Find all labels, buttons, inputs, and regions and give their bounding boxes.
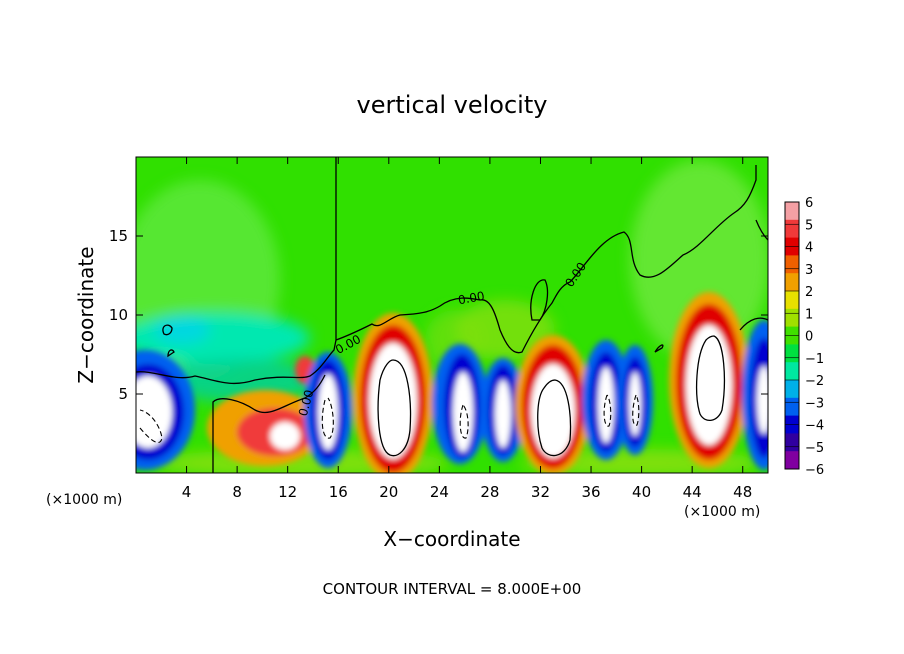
neg-contour-cell9 [632, 394, 640, 426]
weak-downdraft-spot [154, 316, 210, 344]
colorbar-label: 4 [805, 241, 813, 256]
y-tick-label: 10 [109, 306, 128, 324]
colorbar-label: −4 [805, 419, 824, 434]
colorbar-label: 6 [805, 196, 813, 211]
zero-contour-small2 [167, 349, 175, 358]
zero-contour-small1 [162, 324, 173, 336]
x-tick-label: 20 [379, 483, 398, 501]
colorbar-swatch [785, 291, 799, 310]
x-tick-label: 8 [232, 483, 242, 501]
x-tick-label: 4 [182, 483, 192, 501]
contour-interval-note: CONTOUR INTERVAL = 8.000E+00 [323, 580, 582, 598]
colorbar-label: −3 [805, 396, 824, 411]
x-tick-label: 36 [581, 483, 600, 501]
zero-contour-blob [530, 279, 549, 321]
negative-contours [139, 394, 640, 443]
x-tick-label: 44 [683, 483, 702, 501]
mid-contour-cell10 [696, 335, 726, 421]
light-band-upper-right [630, 160, 768, 360]
colorbar-label: −2 [805, 374, 824, 389]
cell-2-core [270, 422, 300, 450]
zero-contour-bottom [212, 374, 326, 473]
colorbar-swatch [785, 308, 799, 328]
cell-10-core [686, 325, 732, 445]
colorbar-label: −1 [805, 352, 824, 367]
cell-8-core [598, 367, 614, 443]
colorbar-swatch [785, 362, 799, 381]
colorbar-swatch [785, 273, 799, 292]
contour-label-2: 0.00 [457, 289, 486, 307]
colorbar: 6 5 4 3 2 1 0 −1 −2 −3 −4 −5 −6 [784, 196, 824, 478]
contour-lines [136, 157, 768, 473]
colorbar-label: 3 [805, 263, 813, 278]
x-tick-label: 32 [531, 483, 550, 501]
mid-contour-cell4 [377, 359, 412, 457]
cell-6-core [495, 380, 511, 448]
x-unit-label-right: (×1000 m) [684, 504, 760, 520]
cell-3-core [318, 374, 338, 450]
mid-contour-cell7 [537, 379, 572, 457]
colorbar-swatch [785, 344, 799, 363]
colorbar-swatch [785, 255, 799, 274]
contour-label-4: 0.00 [296, 388, 316, 417]
cell-11-core [757, 366, 768, 434]
x-axis: 4 8 12 16 20 24 28 32 36 40 44 48 [182, 157, 752, 501]
chart-title: vertical velocity [357, 91, 548, 119]
colorbar-swatch [785, 397, 799, 417]
x-tick-label: 12 [278, 483, 297, 501]
y-axis: 5 10 15 [109, 227, 768, 403]
plot-area: 0.00 0.00 0.00 0.00 [136, 157, 768, 473]
colorbar-label: 0 [805, 330, 813, 345]
weak-downdraft-lower [160, 358, 320, 402]
x-tick-label: 16 [329, 483, 348, 501]
x-tick-label: 40 [632, 483, 651, 501]
x-tick-label: 28 [480, 483, 499, 501]
y-tick-label: 15 [109, 227, 128, 245]
x-unit-label-left: (×1000 m) [46, 492, 122, 508]
y-axis-label: Z−coordinate [74, 246, 98, 383]
cell-5-core [453, 372, 473, 452]
zero-contour-right [739, 317, 768, 331]
colorbar-swatch [785, 202, 799, 221]
colorbar-swatch [785, 219, 799, 239]
neg-contour-cell3 [321, 397, 334, 439]
neg-contour-cell8 [603, 394, 612, 427]
colorbar-label: −6 [805, 463, 824, 478]
cell-1-core [136, 376, 172, 448]
zero-contour-top-right [755, 219, 768, 241]
colorbar-swatch [785, 451, 799, 470]
cell-9-core [629, 372, 641, 436]
colorbar-swatch [785, 433, 799, 452]
x-tick-label: 48 [733, 483, 752, 501]
colorbar-label: −5 [805, 441, 824, 456]
colorbar-swatch [785, 380, 799, 399]
x-axis-label: X−coordinate [383, 527, 520, 551]
y-tick-label: 5 [118, 385, 128, 403]
neg-contour-cell1 [139, 409, 163, 443]
background-shading [136, 160, 768, 473]
colorbar-label: 1 [805, 307, 813, 322]
colorbar-label: 5 [805, 218, 813, 233]
zero-contour-left [136, 157, 337, 384]
zero-contour-small3 [654, 344, 664, 353]
neg-contour-cell5 [459, 404, 469, 439]
colorbar-label: 2 [805, 285, 813, 300]
x-tick-label: 24 [430, 483, 449, 501]
